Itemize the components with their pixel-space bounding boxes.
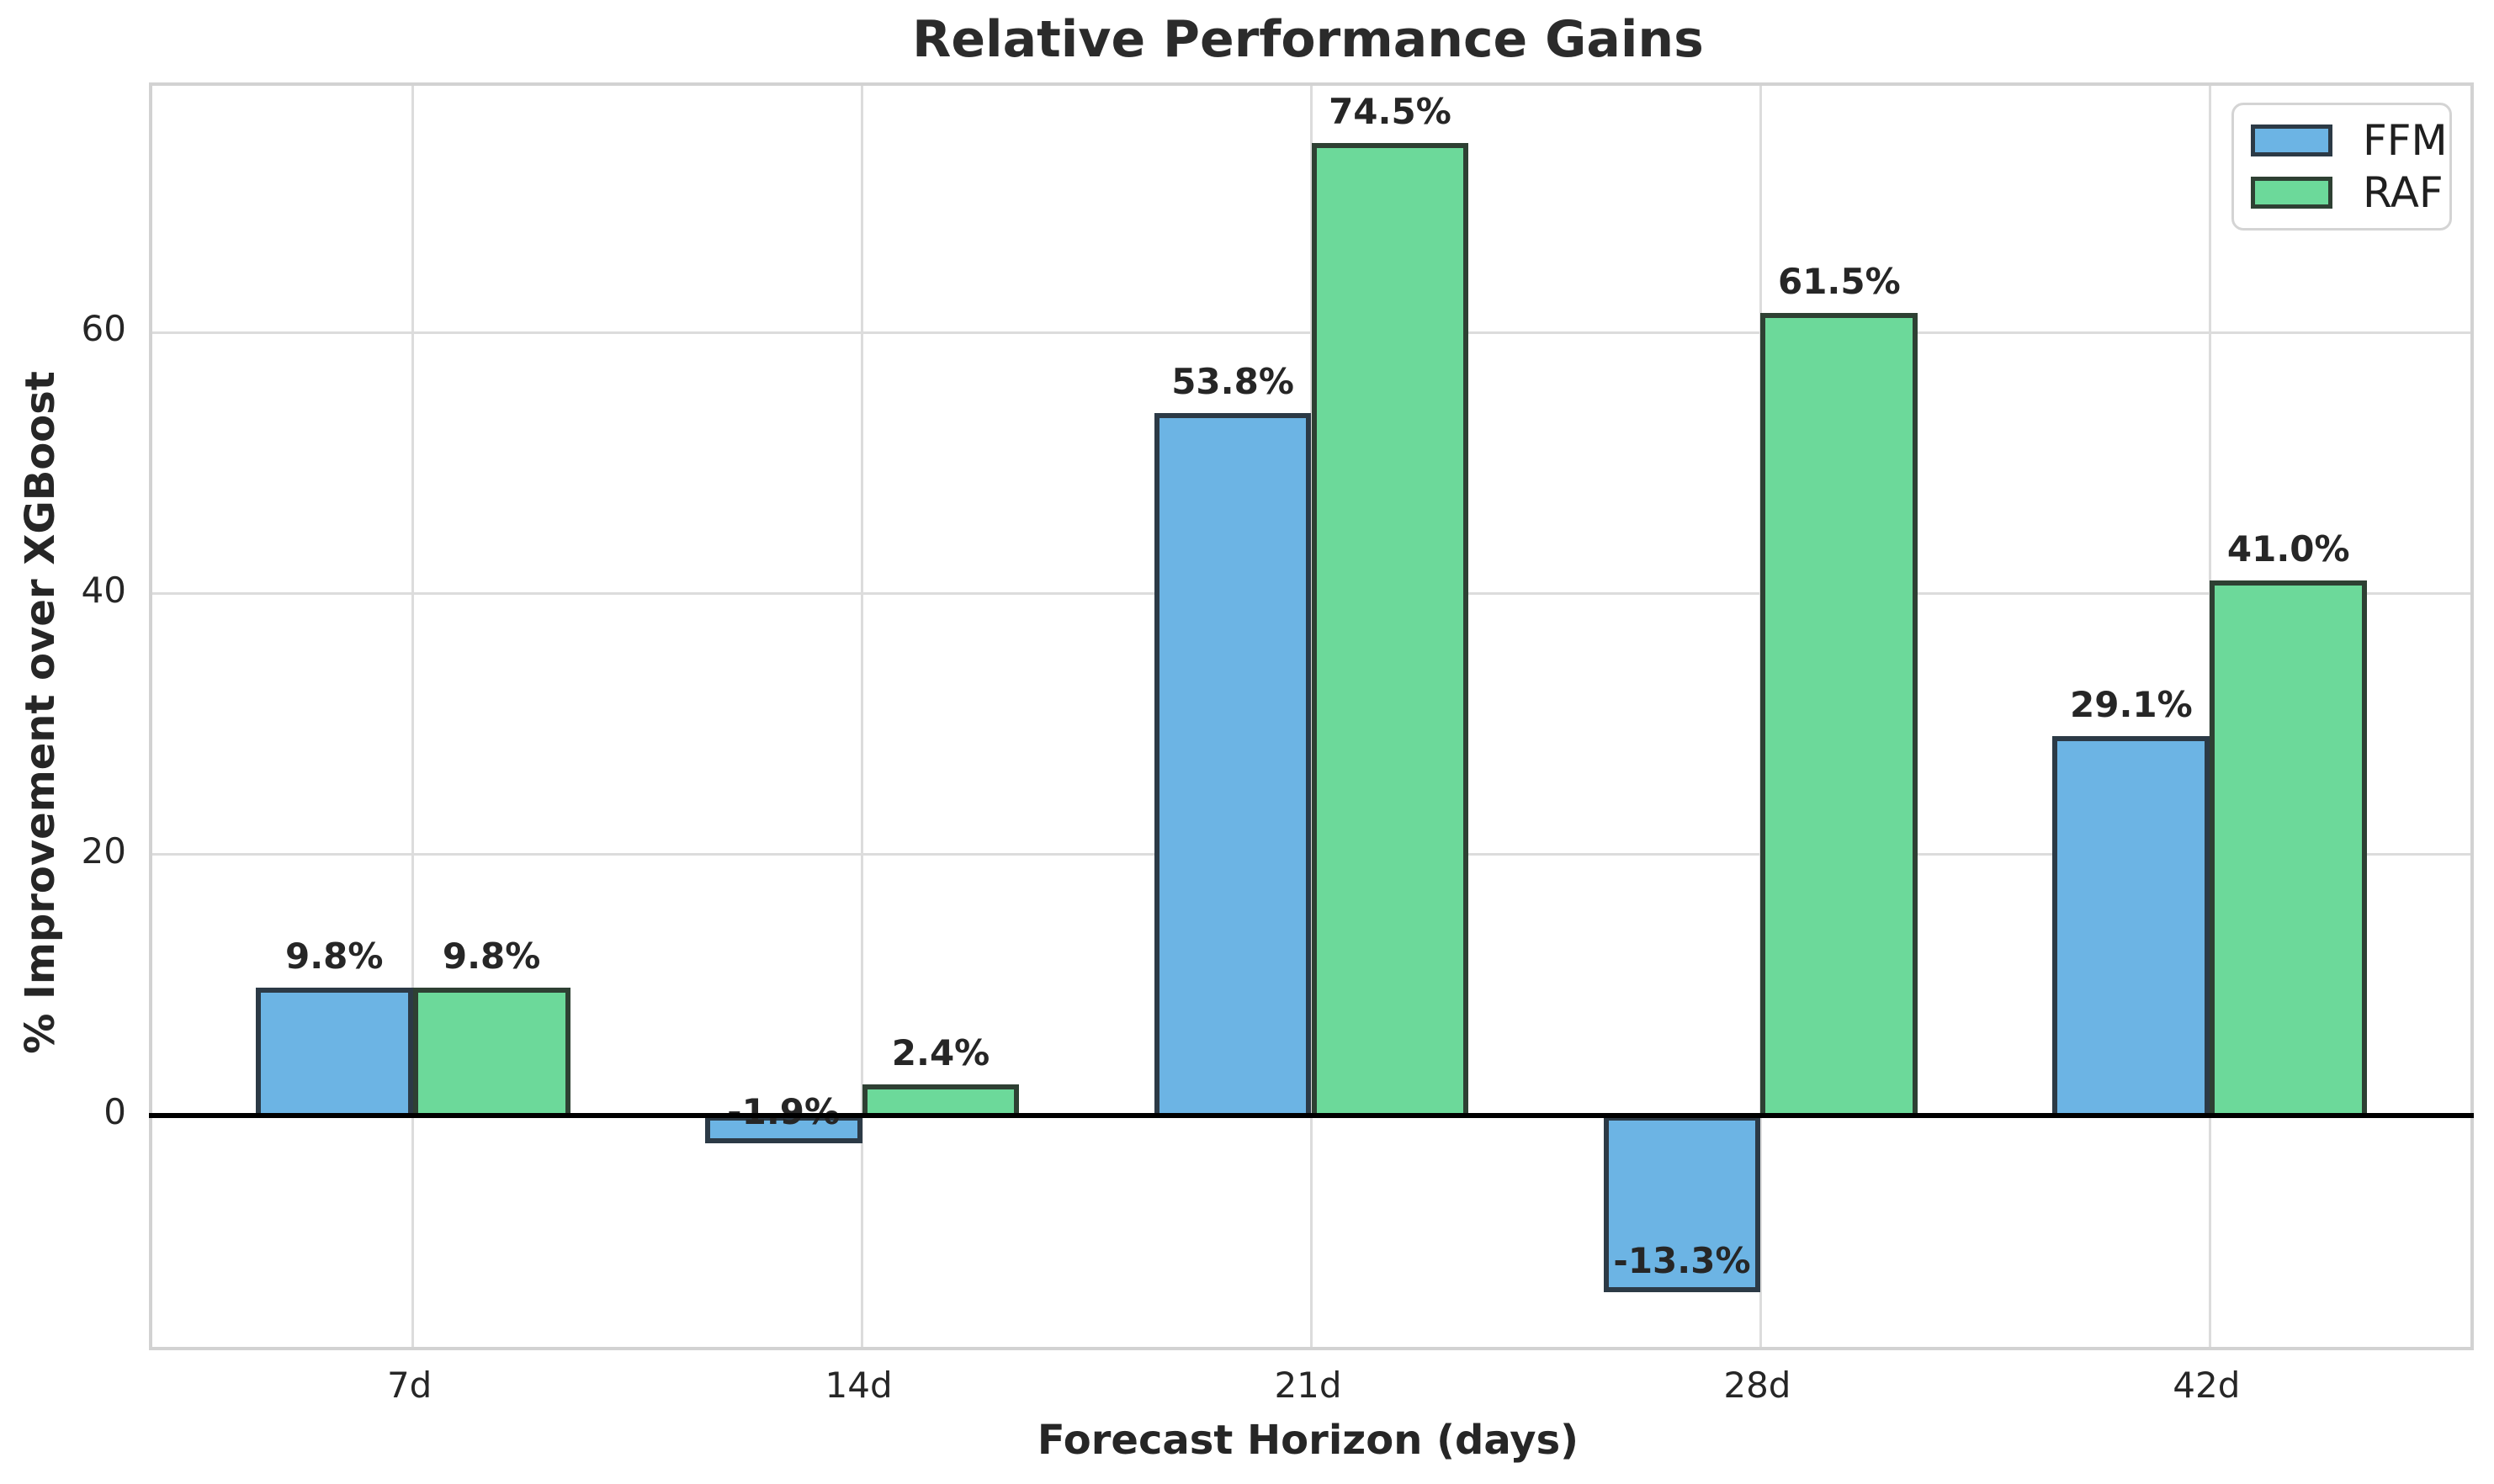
y-tick-40: 40 [81, 569, 126, 611]
legend: FFM RAF [2231, 103, 2452, 231]
bar-value-label-raf-28d: 61.5% [1777, 261, 1901, 302]
zero-baseline [149, 1113, 2474, 1119]
legend-entry-raf: RAF [2251, 172, 2444, 214]
bar-ffm-14d [704, 1116, 862, 1143]
bar-value-label-ffm-7d: 9.8% [284, 935, 384, 978]
bar-value-label-ffm-28d: -13.3% [1613, 1239, 1751, 1281]
bar-value-label-raf-14d: 2.4% [891, 1032, 990, 1074]
plot-area: 9.8% -1.9% 53.8% -13.3% 29.1% 9.8% 2.4% 74.5% 61… [149, 82, 2474, 1350]
v-gridline-14d [861, 86, 864, 1347]
bar-raf-28d [1760, 313, 1918, 1119]
bar-value-label-raf-42d: 41.0% [2226, 528, 2350, 570]
bar-ffm-7d [255, 988, 413, 1119]
bar-value-label-raf-21d: 74.5% [1329, 91, 1451, 133]
legend-swatch-raf [2251, 177, 2332, 209]
bar-value-label-ffm-14d: -1.9% [727, 1090, 841, 1132]
x-tick-14d: 14d [825, 1365, 893, 1406]
x-tick-28d: 28d [1723, 1365, 1791, 1406]
bar-ffm-28d [1603, 1116, 1761, 1292]
x-tick-7d: 7d [386, 1365, 432, 1406]
x-axis-label: Forecast Horizon (days) [1037, 1417, 1579, 1464]
bar-raf-42d [2210, 580, 2368, 1119]
bar-raf-7d [412, 988, 570, 1119]
bar-raf-21d [1311, 143, 1469, 1119]
bar-value-label-ffm-42d: 29.1% [2070, 683, 2193, 725]
bar-ffm-21d [1154, 413, 1312, 1119]
v-gridline-7d [411, 86, 415, 1347]
x-tick-21d: 21d [1274, 1365, 1342, 1406]
bar-value-label-ffm-21d: 53.8% [1171, 361, 1294, 403]
bar-value-label-raf-7d: 9.8% [442, 935, 541, 978]
x-tick-42d: 42d [2173, 1365, 2241, 1406]
y-tick-20: 20 [81, 829, 126, 872]
y-tick-60: 60 [81, 308, 126, 350]
legend-label-ffm: FFM [2363, 116, 2448, 165]
legend-entry-ffm: FFM [2251, 119, 2448, 162]
chart-title: Relative Performance Gains [912, 10, 1704, 69]
legend-label-raf: RAF [2363, 168, 2444, 217]
legend-swatch-ffm [2251, 125, 2332, 156]
y-tick-0: 0 [103, 1091, 126, 1133]
y-axis-label: % Improvement over XGBoost [17, 371, 64, 1054]
bar-ffm-42d [2052, 735, 2210, 1119]
